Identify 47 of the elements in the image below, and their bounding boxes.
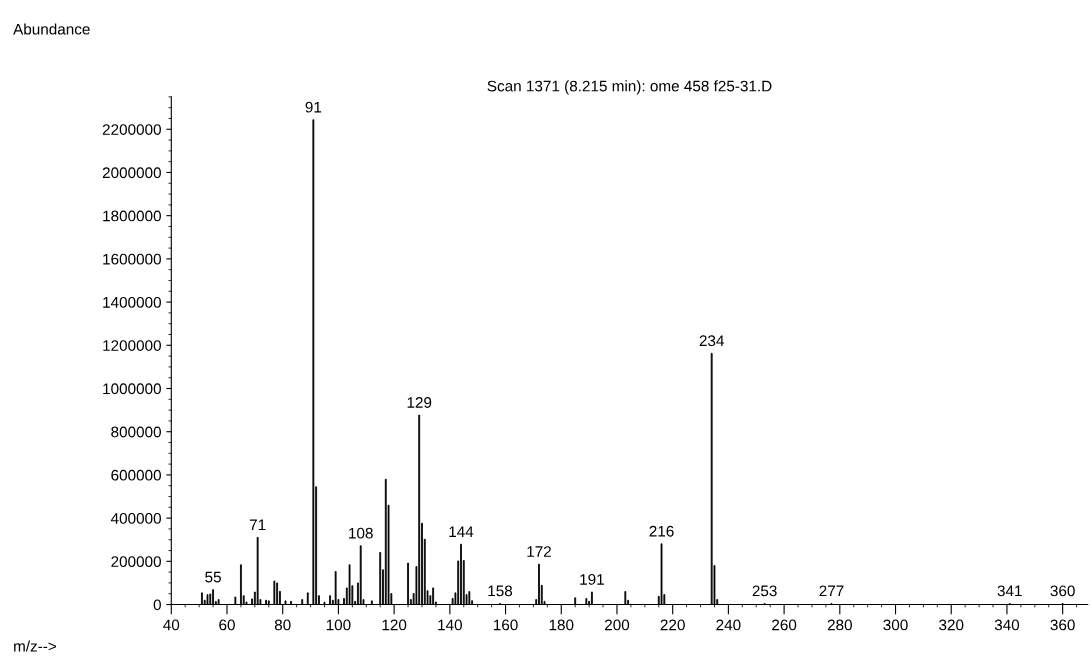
x-tick-label: 280 [827, 619, 852, 631]
annotation: 253 [752, 585, 777, 597]
x-tick-label: 100 [326, 619, 351, 631]
annotation: 91 [305, 101, 322, 113]
chart-title: Scan 1371 (8.215 min): ome 458 f25-31.D [487, 80, 772, 95]
y-tick-label: 1400000 [103, 296, 161, 308]
x-tick-label: 160 [493, 619, 518, 631]
y-tick-label: 400000 [110, 512, 161, 524]
x-tick-label: 220 [660, 619, 685, 631]
annotation: 191 [580, 574, 604, 585]
x-tick-label: 140 [438, 619, 462, 631]
x-tick-label: 120 [382, 619, 407, 631]
y-tick-label: 1000000 [103, 383, 161, 395]
x-tick-label: 240 [716, 619, 741, 631]
y-tick-label: 800000 [111, 426, 161, 438]
annotation: 144 [449, 526, 474, 537]
x-tick-label: 40 [163, 619, 180, 631]
x-tick-label: 180 [549, 619, 574, 631]
annotation: 234 [699, 335, 724, 347]
x-tick-label: 320 [939, 619, 964, 631]
x-tick-label: 80 [274, 619, 291, 631]
annotation: 129 [407, 397, 432, 408]
y-tick-label: 1600000 [103, 253, 161, 265]
annotation: 277 [819, 585, 844, 597]
y-tick-label: 1200000 [103, 340, 161, 351]
y-axis-title: Abundance [13, 23, 90, 35]
annotation: 341 [997, 585, 1022, 597]
x-axis-title: m/z--> [14, 640, 57, 652]
y-tick-label: 200000 [111, 556, 161, 568]
x-tick-label: 340 [994, 619, 1020, 631]
y-tick-label: 2000000 [102, 167, 161, 179]
annotation: 216 [649, 525, 674, 537]
x-tick-label: 260 [772, 619, 797, 631]
y-tick-label: 1800000 [103, 210, 161, 222]
annotation: 71 [249, 519, 266, 531]
y-tick-label: 2200000 [102, 124, 161, 135]
y-tick-label: 0 [153, 599, 161, 611]
annotation: 360 [1050, 585, 1075, 597]
x-tick-label: 60 [219, 619, 235, 631]
annotation: 172 [527, 546, 551, 557]
annotation: 55 [205, 571, 221, 583]
annotation: 108 [349, 527, 373, 539]
x-tick-label: 360 [1050, 619, 1075, 631]
x-tick-label: 300 [883, 619, 908, 631]
y-tick-label: 600000 [111, 469, 161, 481]
annotation: 158 [488, 585, 513, 597]
x-tick-label: 200 [605, 619, 630, 631]
